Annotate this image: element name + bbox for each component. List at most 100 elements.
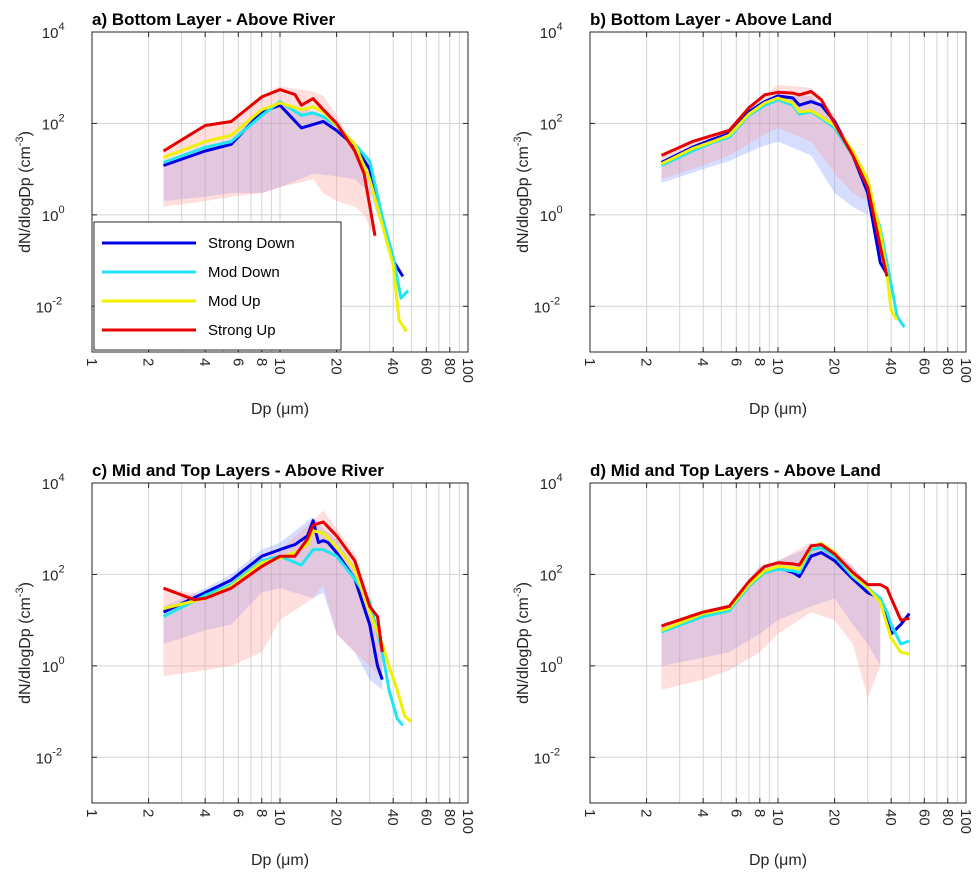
x-tick-label: 40 <box>882 809 899 826</box>
x-tick-label: 8 <box>253 358 270 366</box>
grid <box>92 483 468 803</box>
y-axis-label: dN/dlogDp (cm-3) <box>512 582 532 704</box>
x-axis-label: Dp (μm) <box>749 852 807 869</box>
x-tick-label: 80 <box>939 358 956 375</box>
x-tick-label: 4 <box>196 358 213 366</box>
series-group <box>660 90 906 328</box>
panel-title: c) Mid and Top Layers - Above River <box>92 461 384 480</box>
y-axis-label: dN/dlogDp (cm-3) <box>14 131 34 253</box>
x-tick-label: 2 <box>638 358 655 366</box>
x-tick-label: 20 <box>826 809 843 826</box>
legend: Strong Down Mod Down Mod Up Strong Up <box>93 221 342 351</box>
legend-label: Strong Up <box>208 322 276 339</box>
x-tick-label: 1 <box>581 809 598 817</box>
y-tick-label: 100 <box>540 655 563 676</box>
y-tick-label: 102 <box>540 563 563 584</box>
x-tick-label: 60 <box>915 358 932 375</box>
x-tick-label: 10 <box>271 358 288 375</box>
y-tick-label: 104 <box>42 21 65 42</box>
series-line-strong-up <box>661 543 910 628</box>
x-tick-label: 2 <box>140 358 157 366</box>
x-tick-label: 8 <box>751 358 768 366</box>
panel-title: d) Mid and Top Layers - Above Land <box>590 461 881 480</box>
x-tick-label: 2 <box>638 809 655 817</box>
x-tick-label: 100 <box>459 358 476 383</box>
x-tick-label: 60 <box>417 809 434 826</box>
x-tick-label: 8 <box>253 809 270 817</box>
x-tick-label: 4 <box>196 809 213 817</box>
x-tick-label: 1 <box>581 358 598 366</box>
x-tick-label: 6 <box>727 358 744 366</box>
x-tick-label: 20 <box>328 809 345 826</box>
y-tick-label: 10-2 <box>36 295 62 316</box>
x-tick-label: 1 <box>83 358 100 366</box>
x-tick-label: 20 <box>826 358 843 375</box>
range-shading <box>661 542 881 698</box>
y-tick-label: 100 <box>42 655 65 676</box>
x-tick-label: 80 <box>441 809 458 826</box>
y-axis-label: dN/dlogDp (cm-3) <box>14 582 34 704</box>
y-tick-label: 102 <box>540 112 563 133</box>
x-tick-label: 40 <box>384 809 401 826</box>
x-tick-label: 4 <box>694 358 711 366</box>
x-tick-label: 100 <box>957 358 974 383</box>
x-tick-label: 20 <box>328 358 345 375</box>
x-tick-label: 60 <box>915 809 932 826</box>
range-shading <box>661 95 868 215</box>
x-tick-label: 6 <box>229 809 246 817</box>
y-tick-label: 10-2 <box>534 746 560 767</box>
series-line-strong-up <box>162 88 377 236</box>
x-tick-label: 10 <box>271 809 288 826</box>
y-tick-label: 10-2 <box>534 295 560 316</box>
grid <box>590 32 966 352</box>
series-group <box>162 88 410 333</box>
x-tick-label: 80 <box>441 358 458 375</box>
y-tick-label: 102 <box>42 112 65 133</box>
x-tick-label: 10 <box>769 809 786 826</box>
panel-title: b) Bottom Layer - Above Land <box>590 10 832 29</box>
legend-label: Mod Down <box>208 264 280 281</box>
x-tick-label: 6 <box>727 809 744 817</box>
y-tick-label: 100 <box>42 204 65 225</box>
range-shading <box>163 101 383 229</box>
x-axis-label: Dp (μm) <box>251 401 309 418</box>
x-tick-label: 8 <box>751 809 768 817</box>
x-tick-label: 100 <box>459 809 476 834</box>
series-line-mod-down <box>162 100 410 300</box>
x-axis-label: Dp (μm) <box>251 852 309 869</box>
grid <box>590 483 966 803</box>
x-tick-label: 2 <box>140 809 157 817</box>
legend-label: Strong Down <box>208 235 295 252</box>
x-tick-label: 10 <box>769 358 786 375</box>
x-tick-label: 40 <box>882 358 899 375</box>
y-tick-label: 104 <box>42 472 65 493</box>
series-group <box>162 519 413 727</box>
y-tick-label: 102 <box>42 563 65 584</box>
y-tick-label: 104 <box>540 472 563 493</box>
series-line-mod-up <box>163 529 413 723</box>
y-tick-label: 104 <box>540 21 563 42</box>
panel-title: a) Bottom Layer - Above River <box>92 10 335 29</box>
x-tick-label: 6 <box>229 358 246 366</box>
x-tick-label: 4 <box>694 809 711 817</box>
x-tick-label: 100 <box>957 809 974 834</box>
x-tick-label: 40 <box>384 358 401 375</box>
series-group <box>660 541 911 656</box>
series-line-strong-up <box>162 520 384 653</box>
range-shading <box>661 546 881 666</box>
grid <box>92 32 468 352</box>
range-shading <box>163 517 383 690</box>
y-axis-label: dN/dlogDp (cm-3) <box>512 131 532 253</box>
y-tick-label: 10-2 <box>36 746 62 767</box>
x-axis-label: Dp (μm) <box>749 401 807 418</box>
series-line-mod-up <box>660 96 899 321</box>
legend-label: Mod Up <box>208 293 261 310</box>
x-tick-label: 60 <box>417 358 434 375</box>
series-line-strong-up <box>660 90 889 277</box>
y-tick-label: 100 <box>540 204 563 225</box>
